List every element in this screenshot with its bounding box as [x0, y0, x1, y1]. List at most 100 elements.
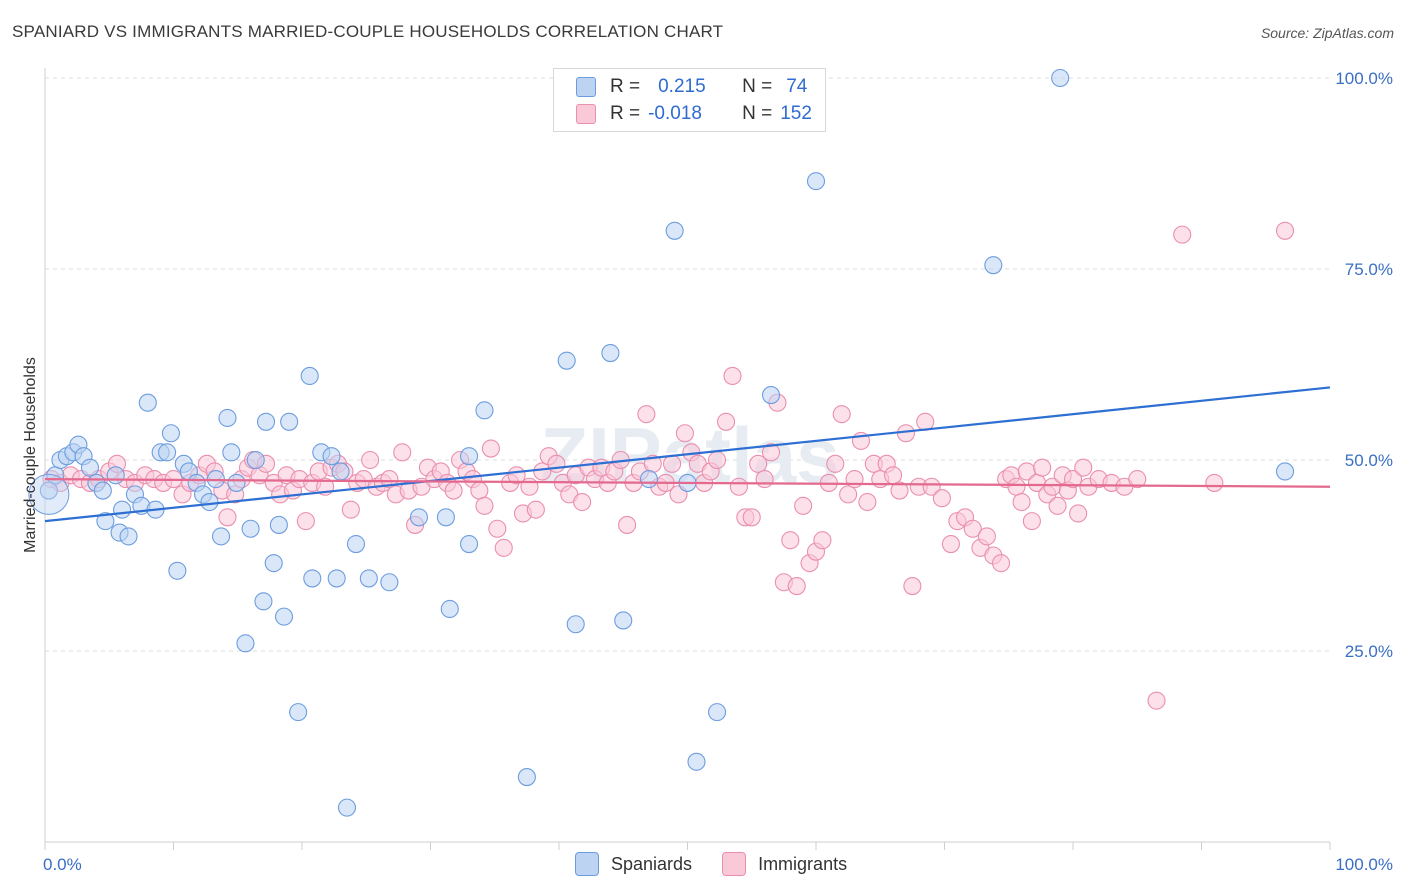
data-point	[922, 477, 941, 496]
data-point	[1205, 473, 1224, 492]
data-point	[409, 508, 428, 527]
data-point	[256, 412, 276, 431]
data-point	[444, 481, 463, 500]
data-point	[916, 412, 935, 431]
legend-item-spaniards[interactable]: Spaniards	[575, 852, 692, 876]
data-point	[639, 470, 659, 489]
data-point	[755, 470, 774, 489]
trend-line-spaniards	[44, 386, 1331, 523]
data-point	[1048, 496, 1067, 515]
y-tick-label: 75.0%	[1345, 260, 1393, 279]
y-axis-title: Married-couple Households	[22, 357, 39, 553]
data-point	[241, 519, 260, 538]
data-point	[361, 450, 380, 470]
data-point	[218, 508, 237, 527]
series-spaniards	[28, 68, 1295, 817]
legend-label-spaniards: Spaniards	[611, 853, 693, 874]
legend-r-label: R =	[610, 103, 641, 124]
data-point	[663, 454, 682, 473]
data-point	[761, 386, 781, 405]
legend-n-value-immigrants: 152	[780, 103, 812, 124]
data-point	[331, 462, 350, 481]
gridlines	[45, 77, 1330, 652]
data-point	[675, 424, 694, 443]
data-point	[517, 768, 536, 787]
data-point	[1007, 477, 1026, 496]
data-point	[481, 439, 500, 458]
data-point	[787, 577, 806, 596]
data-point	[1173, 225, 1192, 244]
data-point	[475, 496, 494, 515]
data-point	[963, 519, 982, 538]
chart-title: SPANIARD VS IMMIGRANTS MARRIED-COUPLE HO…	[12, 22, 724, 41]
data-point	[236, 634, 255, 653]
data-point	[28, 473, 70, 515]
data-point	[637, 405, 656, 424]
data-point	[303, 569, 322, 588]
data-point	[113, 500, 132, 519]
data-point	[991, 554, 1011, 573]
data-point	[845, 470, 864, 489]
y-tick-label: 100.0%	[1335, 69, 1393, 88]
data-point	[761, 443, 781, 462]
data-point	[264, 554, 283, 573]
data-point	[729, 477, 748, 496]
data-point	[723, 366, 742, 386]
data-point	[269, 515, 288, 534]
legend-row-spaniards: R = 0.215 N = 74	[576, 76, 807, 98]
tick-labels: 25.0% 50.0% 75.0% 100.0% 0.0% 100.0%	[43, 69, 1393, 874]
data-point	[557, 351, 576, 370]
data-point	[168, 561, 187, 580]
data-point	[977, 527, 996, 546]
legend-n-label: N =	[742, 103, 773, 124]
legend-r-label: R =	[610, 76, 641, 97]
data-point	[526, 500, 545, 519]
data-point	[716, 412, 736, 431]
series-immigrants	[42, 221, 1295, 710]
data-point	[39, 481, 58, 500]
data-point	[80, 458, 100, 477]
legend-item-immigrants[interactable]: Immigrants	[722, 852, 847, 876]
data-point	[932, 489, 951, 508]
data-point	[794, 496, 813, 515]
data-point	[601, 343, 620, 363]
data-point	[346, 534, 366, 554]
data-point	[161, 424, 180, 443]
data-point	[494, 538, 513, 557]
data-point	[341, 500, 360, 519]
data-point	[1275, 221, 1295, 240]
data-point	[547, 454, 566, 473]
data-point	[218, 408, 237, 428]
data-point	[488, 519, 507, 538]
data-point	[337, 798, 357, 817]
data-point	[781, 531, 800, 550]
trend-lines	[44, 386, 1331, 523]
data-point	[93, 481, 112, 500]
x-tick-label: 0.0%	[43, 855, 82, 874]
source-label: Source: ZipAtlas.com	[1260, 25, 1394, 41]
data-point	[296, 512, 315, 531]
x-tick-label: 100.0%	[1335, 855, 1393, 874]
axes	[44, 68, 1331, 850]
data-point	[440, 599, 459, 619]
legend-r-value-spaniards: 0.215	[658, 76, 706, 97]
data-point	[813, 531, 832, 550]
data-point	[884, 466, 903, 485]
legend-swatch-immigrants	[576, 104, 596, 124]
legend-row-immigrants: R = -0.018 N = 152	[576, 103, 812, 125]
data-point	[280, 412, 299, 431]
data-point	[1033, 458, 1052, 477]
data-point	[1069, 504, 1088, 523]
data-point	[742, 508, 761, 527]
data-point	[858, 492, 877, 512]
data-point	[380, 470, 399, 489]
data-point	[941, 534, 960, 554]
data-point	[227, 473, 246, 492]
data-point	[393, 443, 412, 462]
data-point	[254, 592, 273, 611]
data-point	[1012, 492, 1031, 512]
y-tick-label: 50.0%	[1345, 451, 1393, 470]
trend-line-immigrants	[44, 478, 1331, 488]
data-point	[903, 577, 922, 596]
